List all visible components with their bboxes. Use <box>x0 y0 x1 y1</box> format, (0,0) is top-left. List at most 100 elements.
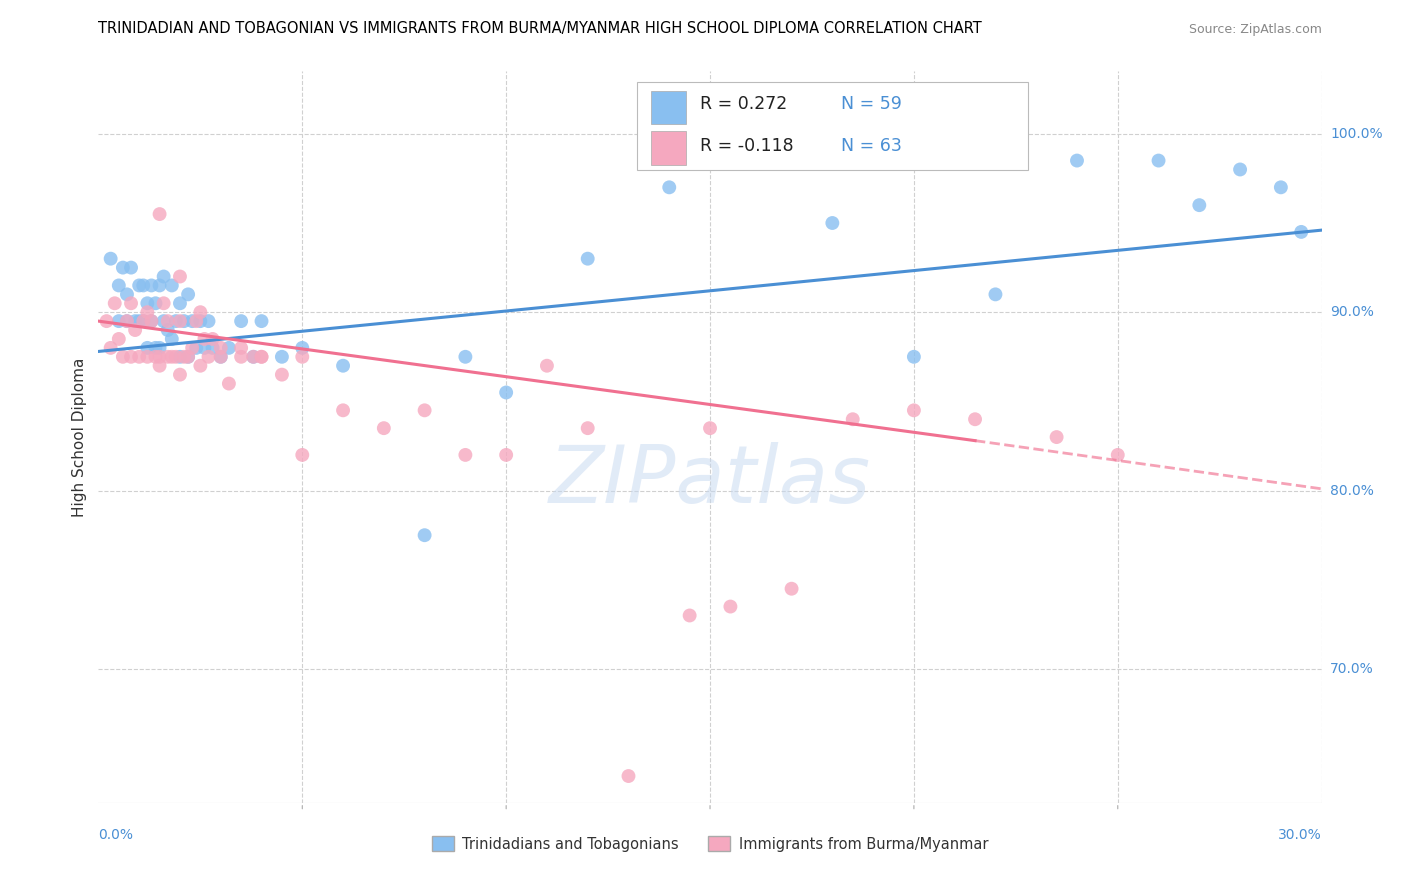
Point <box>160 332 183 346</box>
Point <box>250 350 273 364</box>
Point <box>576 252 599 266</box>
Point <box>679 608 702 623</box>
Point <box>156 314 179 328</box>
Point <box>1229 162 1251 177</box>
Point <box>186 341 208 355</box>
Y-axis label: High School Diploma: High School Diploma <box>72 358 87 516</box>
Text: N = 59: N = 59 <box>841 95 901 113</box>
Text: TRINIDADIAN AND TOBAGONIAN VS IMMIGRANTS FROM BURMA/MYANMAR HIGH SCHOOL DIPLOMA : TRINIDADIAN AND TOBAGONIAN VS IMMIGRANTS… <box>98 21 983 36</box>
Point <box>169 314 191 328</box>
Point <box>120 260 142 275</box>
Point <box>136 350 159 364</box>
Point <box>209 350 232 364</box>
Point <box>111 260 134 275</box>
Text: 0.0%: 0.0% <box>98 828 134 842</box>
Point <box>124 323 146 337</box>
Point <box>115 287 138 301</box>
Point <box>291 350 314 364</box>
Point <box>181 341 204 355</box>
FancyBboxPatch shape <box>637 82 1028 170</box>
Point <box>100 252 122 266</box>
Point <box>132 278 155 293</box>
Text: 70.0%: 70.0% <box>1330 662 1374 676</box>
Point <box>1107 448 1129 462</box>
Point <box>128 278 150 293</box>
Point <box>132 314 155 328</box>
Point <box>186 314 208 328</box>
Point <box>984 287 1007 301</box>
Point <box>821 216 844 230</box>
Point <box>149 278 172 293</box>
Point <box>1188 198 1211 212</box>
Point <box>177 287 200 301</box>
Point <box>332 359 354 373</box>
Point <box>160 350 183 364</box>
FancyBboxPatch shape <box>651 91 686 125</box>
Point <box>152 269 174 284</box>
Point <box>413 403 436 417</box>
Point <box>699 421 721 435</box>
Point <box>149 359 172 373</box>
Point <box>780 582 803 596</box>
Point <box>108 332 131 346</box>
Point <box>115 314 138 328</box>
Point <box>145 296 167 310</box>
Point <box>536 359 558 373</box>
Point <box>231 341 253 355</box>
Point <box>111 350 134 364</box>
Point <box>145 341 167 355</box>
Point <box>188 314 212 328</box>
Point <box>136 341 159 355</box>
Point <box>201 332 224 346</box>
Point <box>141 314 163 328</box>
Point <box>156 350 179 364</box>
Point <box>242 350 264 364</box>
Point <box>250 314 273 328</box>
Point <box>197 350 219 364</box>
Text: R = 0.272: R = 0.272 <box>700 95 787 113</box>
Point <box>291 448 314 462</box>
Point <box>193 341 215 355</box>
Point <box>149 341 172 355</box>
Point <box>100 341 122 355</box>
Point <box>250 350 273 364</box>
Point <box>188 359 212 373</box>
Point <box>177 350 200 364</box>
Point <box>218 341 240 355</box>
Point <box>270 368 294 382</box>
Point <box>115 314 138 328</box>
Point <box>104 296 127 310</box>
Point <box>1291 225 1313 239</box>
Point <box>1147 153 1170 168</box>
Point <box>160 278 183 293</box>
Text: 80.0%: 80.0% <box>1330 483 1374 498</box>
Point <box>209 341 232 355</box>
Point <box>413 528 436 542</box>
Point <box>149 207 172 221</box>
Point <box>617 769 640 783</box>
Text: R = -0.118: R = -0.118 <box>700 137 794 155</box>
Text: 100.0%: 100.0% <box>1330 127 1382 141</box>
Point <box>1045 430 1069 444</box>
Point <box>231 314 253 328</box>
Point <box>173 350 195 364</box>
Point <box>965 412 987 426</box>
Point <box>145 350 167 364</box>
Point <box>120 350 142 364</box>
Point <box>96 314 118 328</box>
Point <box>165 314 187 328</box>
Point <box>124 314 146 328</box>
Point <box>658 180 681 194</box>
Point <box>454 448 477 462</box>
Point <box>218 376 240 391</box>
Text: Source: ZipAtlas.com: Source: ZipAtlas.com <box>1188 22 1322 36</box>
Text: 30.0%: 30.0% <box>1278 828 1322 842</box>
Point <box>177 350 200 364</box>
Point <box>209 350 232 364</box>
Point <box>169 296 191 310</box>
Text: N = 63: N = 63 <box>841 137 901 155</box>
FancyBboxPatch shape <box>651 131 686 165</box>
Point <box>332 403 354 417</box>
Point <box>132 314 155 328</box>
Point <box>165 350 187 364</box>
